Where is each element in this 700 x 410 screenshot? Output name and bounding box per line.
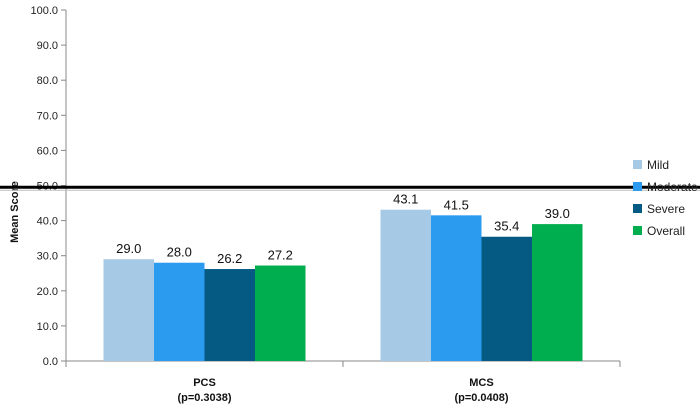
legend-label-moderate: Moderate [647,180,698,194]
category-sublabel: (p=0.0408) [454,392,508,404]
y-tick-label: 90.0 [37,40,58,52]
bar-overall-mcs [532,224,583,361]
data-label: 43.1 [393,192,418,207]
data-label: 28.0 [167,245,192,260]
data-label: 39.0 [545,206,570,221]
bars [103,209,583,361]
bar-severe-mcs [481,236,532,361]
y-tick-label: 70.0 [37,110,58,122]
bar-overall-pcs [255,265,306,361]
data-label: 26.2 [217,251,242,266]
legend-label-severe: Severe [647,202,685,216]
y-tick-label: 40.0 [37,216,58,228]
reference-line [0,185,700,191]
x-axis [65,360,621,367]
bar-severe-pcs [204,269,255,361]
legend-label-mild: Mild [647,158,669,172]
bar-moderate-pcs [154,262,205,361]
y-tick-label: 80.0 [37,75,58,87]
bar-moderate-mcs [431,215,482,361]
y-tick-label: 100.0 [30,5,58,17]
data-label: 29.0 [116,241,141,256]
y-tick-label: 10.0 [37,321,58,333]
y-tick-label: 30.0 [37,251,58,263]
category-label: MCS [469,377,493,389]
data-label: 35.4 [494,219,519,234]
data-label: 41.5 [444,197,469,212]
y-tick-label: 20.0 [37,286,58,298]
legend-swatch-overall [633,226,642,235]
y-tick-label: 60.0 [37,145,58,157]
data-label: 27.2 [268,248,293,263]
legend-swatch-moderate [633,182,642,191]
legend-swatch-severe [633,204,642,213]
y-tick-label: 0.0 [43,356,58,368]
legend: Mild Moderate Severe Overall [633,158,698,238]
y-axis: 0.010.020.030.040.050.060.070.080.090.01… [30,5,67,368]
bar-mild-pcs [103,259,154,361]
data-labels: 29.0 28.0 26.2 27.2 43.1 41.5 35.4 39.0 [116,192,570,266]
category-sublabel: (p=0.3038) [177,392,231,404]
legend-label-overall: Overall [647,224,685,238]
legend-swatch-mild [633,160,642,169]
bar-mild-mcs [380,209,431,361]
category-label: PCS [193,377,216,389]
y-axis-title: Mean Score [9,181,21,243]
category-labels: PCS (p=0.3038) MCS (p=0.0408) [177,377,508,404]
